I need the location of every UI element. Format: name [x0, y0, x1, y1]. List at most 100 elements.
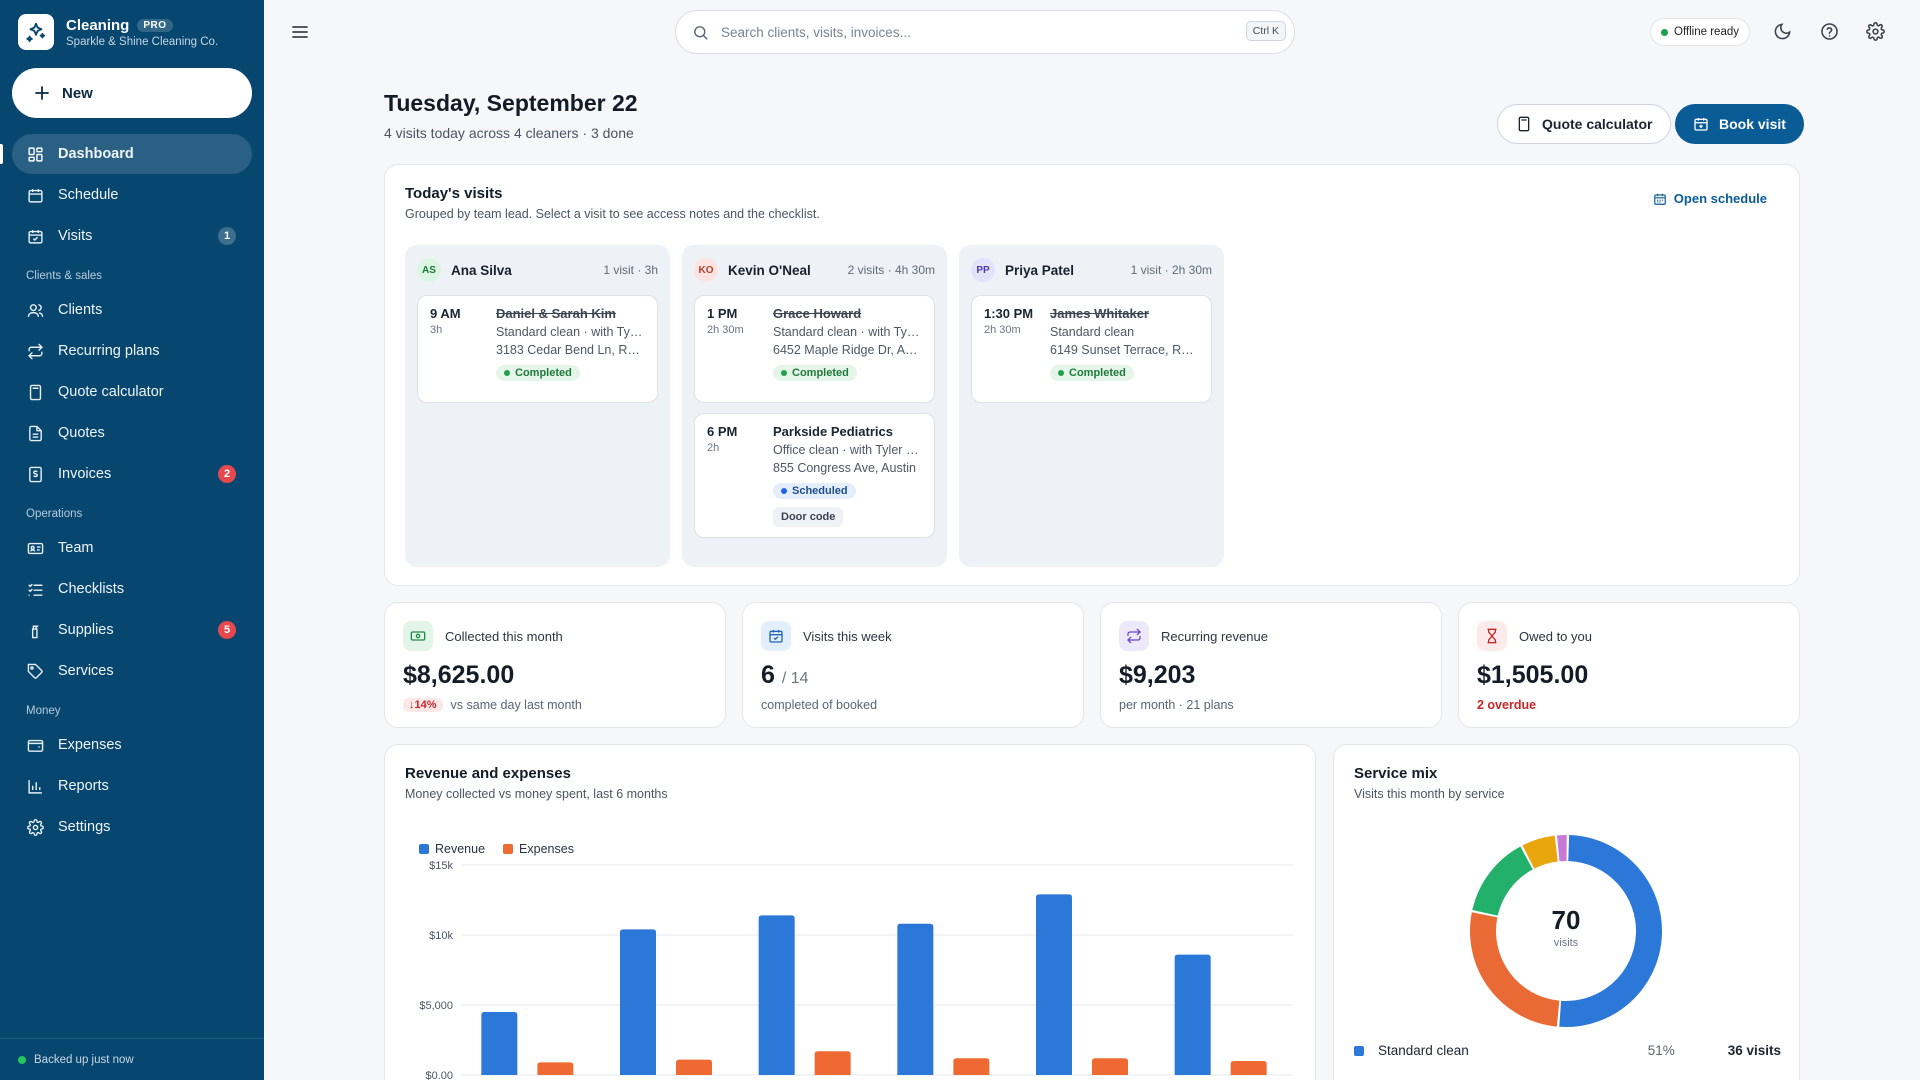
- donut-slice[interactable]: [1470, 912, 1560, 1027]
- sidebar-item-label: Supplies: [58, 622, 114, 638]
- nav-section-clients: Clients & sales: [26, 270, 103, 282]
- status-badge: Completed: [496, 365, 580, 381]
- donut-slice[interactable]: [1557, 835, 1567, 862]
- todays-visits-card: Today's visits Grouped by team lead. Sel…: [384, 164, 1800, 586]
- status-text: Scheduled: [792, 485, 848, 497]
- dark-mode-icon[interactable]: [1773, 22, 1793, 42]
- revenue-bar[interactable]: [758, 915, 795, 1075]
- stat-owed[interactable]: Owed to you $1,505.00 2 overdue: [1458, 602, 1800, 728]
- service-mix-subtitle: Visits this month by service: [1354, 787, 1505, 801]
- visit-time: 6 PM: [707, 424, 738, 439]
- visit-address: 3183 Cedar Bend Ln, Round Rock: [496, 343, 645, 357]
- status-dot-icon: [781, 488, 787, 494]
- sidebar-item-quote-calculator[interactable]: Quote calculator: [12, 372, 252, 412]
- visit-card[interactable]: 1:30 PM 2h 30m James Whitaker Standard c…: [971, 295, 1212, 403]
- service-mix-row[interactable]: Standard clean 51% 36 visits: [1354, 1043, 1781, 1058]
- sidebar-item-visits[interactable]: Visits 1: [12, 216, 252, 256]
- visit-service: Standard clean · with Tyler Brooks: [496, 325, 645, 339]
- sidebar-item-checklists[interactable]: Checklists: [12, 569, 252, 609]
- sidebar-item-expenses[interactable]: Expenses: [12, 725, 252, 765]
- sidebar-item-recurring-plans[interactable]: Recurring plans: [12, 331, 252, 371]
- page-subtitle: 4 visits today across 4 cleaners · 3 don…: [384, 125, 634, 141]
- stat-value: $1,505.00: [1477, 661, 1589, 689]
- stat-recurring-revenue[interactable]: Recurring revenue $9,203 per month · 21 …: [1100, 602, 1442, 728]
- spray-icon: [26, 621, 44, 639]
- menu-toggle-icon[interactable]: [290, 22, 310, 42]
- expenses-bar[interactable]: [537, 1062, 574, 1075]
- donut-slice[interactable]: [1522, 835, 1558, 869]
- checklist-icon: [26, 580, 44, 598]
- stat-label: Visits this week: [803, 628, 892, 644]
- new-button[interactable]: New: [12, 68, 252, 118]
- quote-calculator-button[interactable]: Quote calculator: [1497, 104, 1672, 144]
- help-icon[interactable]: [1820, 22, 1840, 42]
- sidebar-item-schedule[interactable]: Schedule: [12, 175, 252, 215]
- calculator-icon: [1518, 116, 1530, 132]
- lane-header: PP Priya Patel 1 visit · 2h 30m: [971, 257, 1212, 283]
- company-name: Sparkle & Shine Cleaning Co.: [66, 35, 219, 48]
- sidebar-item-invoices[interactable]: Invoices 2: [12, 454, 252, 494]
- revenue-bar[interactable]: [1174, 954, 1211, 1075]
- status-dot-icon: [781, 370, 787, 376]
- backup-status: Backed up just now: [0, 1038, 264, 1080]
- expenses-bar[interactable]: [1230, 1061, 1267, 1075]
- search-bar[interactable]: Ctrl K: [675, 10, 1295, 54]
- sidebar-item-services[interactable]: Services: [12, 651, 252, 691]
- invoices-count-badge: 2: [218, 465, 236, 483]
- book-visit-button[interactable]: Book visit: [1675, 104, 1804, 144]
- dollar-icon: [26, 465, 44, 483]
- donut-slice[interactable]: [1472, 846, 1533, 916]
- sidebar-item-reports[interactable]: Reports: [12, 766, 252, 806]
- lane-header: AS Ana Silva 1 visit · 3h: [417, 257, 658, 283]
- visit-card[interactable]: 1 PM 2h 30m Grace Howard Standard clean …: [694, 295, 935, 403]
- calendar-check-icon: [26, 227, 44, 245]
- team-lead-name: Kevin O'Neal: [728, 262, 811, 278]
- revenue-bar[interactable]: [620, 929, 656, 1075]
- legend-expenses[interactable]: Expenses: [503, 842, 574, 856]
- service-percent: 51%: [1647, 1043, 1675, 1058]
- visit-card[interactable]: 6 PM 2h Parkside Pediatrics Office clean…: [694, 413, 935, 538]
- status-badge: Completed: [773, 365, 857, 381]
- revenue-bar[interactable]: [481, 1012, 518, 1075]
- legend-label: Expenses: [519, 842, 574, 856]
- plus-icon: [35, 86, 49, 100]
- stat-value: 6: [761, 661, 775, 689]
- legend-revenue[interactable]: Revenue: [419, 842, 485, 856]
- expenses-bar[interactable]: [953, 1058, 990, 1075]
- visit-duration: 3h: [430, 324, 443, 336]
- stat-foot: vs same day last month: [450, 698, 582, 712]
- expenses-bar[interactable]: [814, 1051, 851, 1075]
- team-lane: AS Ana Silva 1 visit · 3h 9 AM 3h Daniel…: [405, 245, 670, 567]
- open-schedule-link[interactable]: Open schedule: [1653, 191, 1767, 206]
- expenses-bar[interactable]: [676, 1059, 712, 1075]
- expenses-bar[interactable]: [1092, 1058, 1128, 1075]
- team-lead-name: Priya Patel: [1005, 262, 1075, 278]
- page-title: Tuesday, September 22: [384, 90, 638, 116]
- sidebar-item-clients[interactable]: Clients: [12, 290, 252, 330]
- access-note-tag: Door code: [773, 507, 844, 527]
- visit-client: Parkside Pediatrics: [773, 424, 893, 439]
- settings-gear-icon[interactable]: [1866, 22, 1886, 42]
- sidebar-item-supplies[interactable]: Supplies 5: [12, 610, 252, 650]
- offline-status-badge[interactable]: Offline ready: [1650, 18, 1750, 46]
- overdue-link[interactable]: 2 overdue: [1477, 698, 1537, 712]
- sidebar-item-quotes[interactable]: Quotes: [12, 413, 252, 453]
- nav-section-money: Money: [26, 705, 61, 717]
- calculator-icon: [26, 383, 44, 401]
- sidebar-item-dashboard[interactable]: Dashboard: [0, 134, 252, 174]
- revenue-bar[interactable]: [1036, 894, 1072, 1075]
- new-button-label: New: [62, 84, 93, 102]
- stat-collected[interactable]: Collected this month $8,625.00 ↓14% vs sa…: [384, 602, 726, 728]
- search-input[interactable]: [721, 24, 1221, 40]
- visit-card[interactable]: 9 AM 3h Daniel & Sarah Kim Standard clea…: [417, 295, 658, 403]
- team-lead-name: Ana Silva: [451, 262, 512, 278]
- sidebar-item-settings[interactable]: Settings: [12, 807, 252, 847]
- offline-status-text: Offline ready: [1674, 26, 1739, 38]
- stat-label: Recurring revenue: [1161, 628, 1268, 644]
- brand[interactable]: Cleaning PRO Sparkle & Shine Cleaning Co.: [18, 14, 218, 50]
- lane-meta: 1 visit · 3h: [603, 263, 658, 277]
- stat-visits-week[interactable]: Visits this week 6 / 14 completed of boo…: [742, 602, 1084, 728]
- sidebar-item-team[interactable]: Team: [12, 528, 252, 568]
- donut-slice[interactable]: [1559, 835, 1662, 1027]
- revenue-bar[interactable]: [897, 923, 934, 1075]
